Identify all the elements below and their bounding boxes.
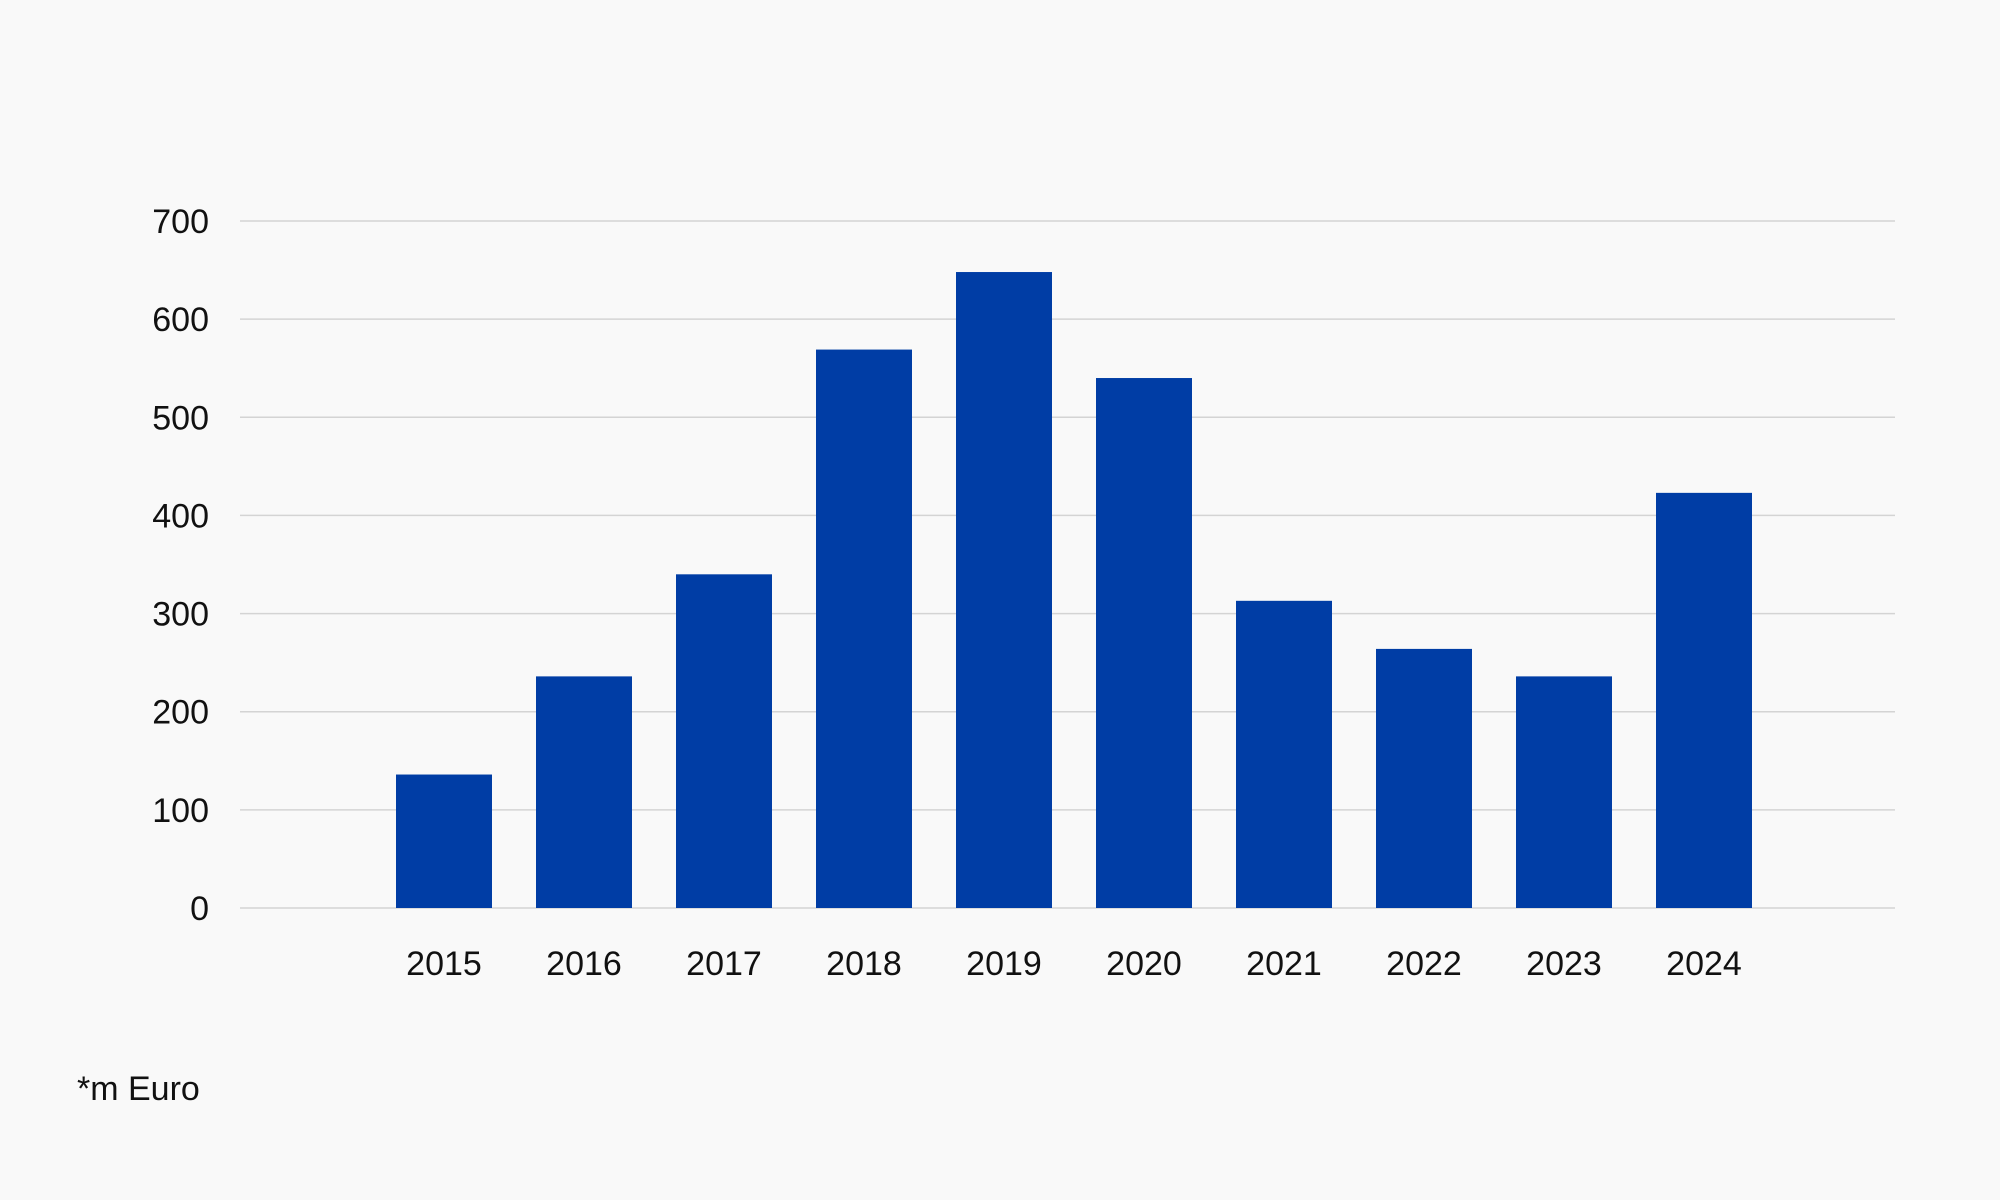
bar-2015 bbox=[396, 774, 492, 908]
x-tick-label: 2023 bbox=[1526, 945, 1602, 983]
unit-footnote: *m Euro bbox=[77, 1070, 200, 1108]
bars bbox=[396, 272, 1752, 908]
bar-2016 bbox=[536, 676, 632, 908]
bar-2021 bbox=[1236, 600, 1332, 908]
y-axis-tick-labels: 0 100 200 300 400 500 600 700 bbox=[152, 203, 209, 928]
x-tick-label: 2022 bbox=[1386, 945, 1462, 983]
y-tick-label: 100 bbox=[152, 792, 209, 830]
bar-2020 bbox=[1096, 378, 1192, 908]
x-tick-label: 2015 bbox=[406, 945, 482, 983]
x-tick-label: 2017 bbox=[686, 945, 762, 983]
y-tick-label: 300 bbox=[152, 596, 209, 634]
x-tick-label: 2021 bbox=[1246, 945, 1322, 983]
bar-2019 bbox=[956, 272, 1052, 908]
y-tick-label: 200 bbox=[152, 694, 209, 732]
bar-2018 bbox=[816, 349, 912, 908]
y-tick-label: 400 bbox=[152, 497, 209, 535]
y-tick-label: 600 bbox=[152, 301, 209, 339]
gridlines bbox=[240, 220, 1895, 909]
bar-2023 bbox=[1516, 676, 1612, 908]
x-tick-label: 2020 bbox=[1106, 945, 1182, 983]
x-axis-tick-labels: 2015 2016 2017 2018 2019 2020 2021 2022 2023 2024 bbox=[406, 945, 1742, 983]
y-tick-label: 700 bbox=[152, 203, 209, 241]
bar-2022 bbox=[1376, 648, 1472, 908]
bar-2024 bbox=[1656, 492, 1752, 908]
x-tick-label: 2019 bbox=[966, 945, 1042, 983]
x-tick-label: 2018 bbox=[826, 945, 902, 983]
x-tick-label: 2024 bbox=[1666, 945, 1742, 983]
bar-2017 bbox=[676, 574, 772, 908]
y-tick-label: 500 bbox=[152, 399, 209, 437]
y-tick-label: 0 bbox=[190, 890, 209, 928]
x-tick-label: 2016 bbox=[546, 945, 622, 983]
